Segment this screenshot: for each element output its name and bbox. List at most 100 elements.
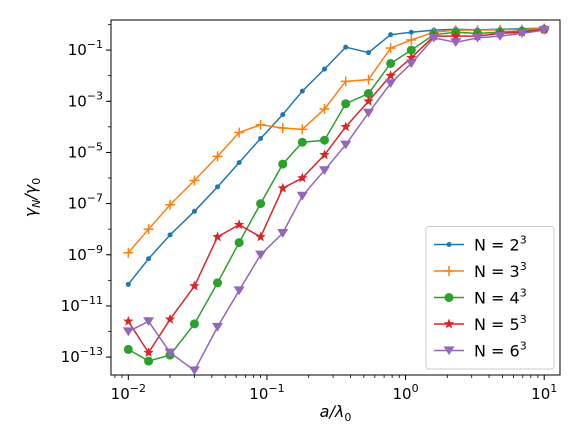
legend-marker: [444, 266, 454, 276]
data-point: [385, 79, 397, 89]
legend-label: N = 43: [474, 287, 527, 308]
data-point: [144, 356, 154, 366]
legend-entry: N = 53: [434, 313, 527, 334]
legend-marker: [443, 318, 455, 329]
data-point: [146, 256, 152, 262]
legend-label-exp: 3: [520, 234, 527, 247]
data-point: [428, 33, 440, 43]
data-point: [212, 231, 223, 242]
x-axis-label: a/λ0: [320, 402, 352, 424]
data-point: [280, 112, 286, 118]
data-point: [538, 26, 550, 35]
y-tick-label-base: 10: [68, 143, 87, 161]
data-point: [450, 38, 462, 48]
data-point: [297, 172, 308, 183]
series-6-group: [122, 26, 550, 376]
data-point: [406, 52, 417, 63]
data-point: [319, 103, 330, 114]
legend-label-base: N = 6: [474, 342, 520, 361]
legend-marker: [443, 346, 455, 356]
data-point: [386, 58, 396, 68]
y-tick-label-exp: −1: [87, 38, 103, 51]
y-tick-label-base: 10: [68, 41, 87, 59]
data-point: [215, 184, 221, 190]
data-point: [277, 182, 288, 193]
legend-label-base: N = 2: [474, 236, 520, 255]
series-line: [127, 29, 545, 372]
y-tick-label-exp: −13: [80, 345, 103, 358]
data-point: [255, 250, 267, 260]
data-point: [450, 30, 461, 41]
data-point: [143, 224, 154, 235]
y-tick-label-base: 10: [68, 246, 87, 264]
y-tick-label-exp: −11: [80, 294, 103, 307]
data-point: [233, 219, 245, 230]
x-axis: 10−2 10−1 100 101: [111, 375, 557, 403]
legend-entry: N = 43: [434, 287, 527, 308]
data-point: [277, 229, 289, 238]
legend-label-base: N = 3: [474, 262, 520, 281]
data-point: [385, 43, 396, 54]
x-tick-label-exp: 0: [412, 382, 419, 395]
data-point: [365, 50, 371, 56]
y-tick-label: 10−3: [68, 89, 103, 110]
legend-label-exp: 3: [520, 287, 527, 300]
data-point: [233, 286, 245, 296]
data-point: [362, 108, 374, 118]
x-tick-label: 10−1: [249, 382, 284, 403]
data-point: [256, 199, 266, 209]
y-axis-label-mid: /γ: [21, 183, 40, 201]
x-tick-label: 10−2: [111, 382, 146, 403]
legend-marker: [444, 293, 454, 302]
data-point: [213, 278, 223, 288]
legend-label-base: N = 5: [474, 315, 520, 334]
x-tick-label-base: 10: [531, 385, 550, 403]
y-axis-label-sub1: N: [30, 200, 43, 208]
legend-label-base: N = 4: [474, 289, 520, 308]
data-point: [405, 59, 417, 69]
data-point: [188, 366, 200, 376]
data-point: [165, 199, 176, 210]
plot-frame: [110, 19, 561, 376]
data-point: [321, 66, 327, 72]
data-point: [388, 32, 394, 38]
data-point: [123, 344, 133, 354]
data-point: [122, 327, 134, 337]
data-point: [299, 88, 305, 94]
data-point: [408, 29, 414, 35]
data-point: [363, 89, 373, 99]
y-tick-label: 10−13: [61, 345, 103, 366]
data-point: [143, 347, 154, 358]
y-tick-label-exp: −5: [87, 140, 103, 153]
legend-entry: N = 63: [434, 340, 527, 361]
legend-label: N = 63: [474, 340, 527, 361]
data-point: [297, 124, 308, 135]
data-point: [234, 127, 245, 138]
data-point: [319, 135, 329, 145]
data-point: [164, 313, 176, 324]
data-point: [167, 232, 173, 238]
data-point: [297, 137, 307, 147]
y-tick-label-exp: −7: [87, 192, 103, 205]
x-tick-label-base: 10: [111, 385, 130, 403]
data-point: [340, 121, 351, 132]
data-point: [191, 208, 197, 214]
data-point: [189, 319, 199, 329]
data-point: [494, 32, 506, 41]
data-point: [212, 322, 224, 332]
data-point: [234, 238, 244, 248]
legend-label-exp: 3: [520, 313, 527, 326]
data-point: [516, 29, 528, 39]
y-tick-label: 10−5: [68, 140, 103, 161]
data-point: [406, 34, 417, 45]
data-point: [319, 149, 330, 160]
legend-label-exp: 3: [520, 340, 527, 353]
data-point: [471, 33, 483, 43]
data-point: [255, 119, 266, 130]
y-axis-label: γN/γ0: [21, 178, 43, 218]
data-point: [277, 123, 288, 134]
y-tick-label-base: 10: [68, 195, 87, 213]
y-tick-label-base: 10: [68, 92, 87, 110]
